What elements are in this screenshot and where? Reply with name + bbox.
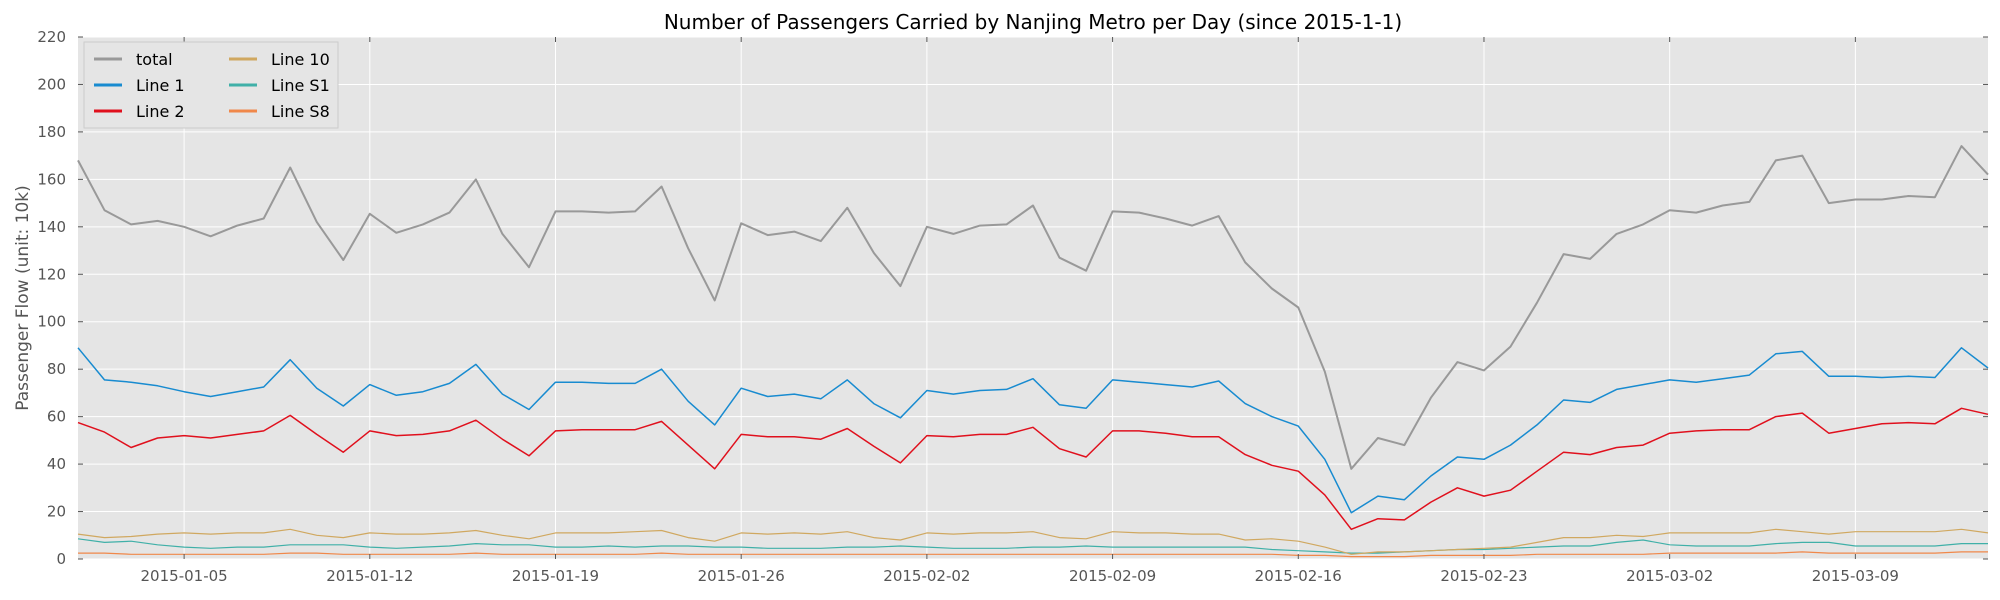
y-tick-label: 20: [47, 503, 66, 521]
legend-label-line-s8: Line S8: [271, 102, 330, 121]
y-tick-label: 0: [56, 550, 66, 568]
y-axis-label: Passenger Flow (unit: 10k): [13, 185, 33, 411]
x-tick-label: 2015-02-23: [1440, 567, 1527, 585]
x-tick-label: 2015-01-12: [326, 567, 413, 585]
series-line-line-2: [77, 407, 1989, 531]
legend-label-total: total: [136, 50, 173, 69]
y-tick-label: 100: [37, 313, 66, 331]
x-tick-label: 2015-03-02: [1626, 567, 1713, 585]
series-line-line-1: [77, 347, 1989, 514]
y-tick-label: 160: [37, 170, 66, 188]
y-axis-ticks: 0 20 40 60 80 100 120 140 160 180 200 220: [37, 28, 1988, 568]
x-tick-label: 2015-03-09: [1812, 567, 1899, 585]
y-tick-label: 80: [47, 360, 66, 378]
x-axis-ticks: 2015-01-05 2015-01-12 2015-01-19 2015-01-26…: [141, 37, 1899, 585]
y-tick-label: 120: [37, 265, 66, 283]
x-tick-label: 2015-01-19: [512, 567, 599, 585]
y-tick-label: 220: [37, 28, 66, 46]
y-tick-label: 180: [37, 123, 66, 141]
y-tick-label: 200: [37, 75, 66, 93]
series-line-line-s1: [77, 538, 1988, 554]
series-line-total: [77, 145, 1989, 470]
series-layer: [77, 145, 1989, 558]
x-tick-label: 2015-02-16: [1255, 567, 1342, 585]
legend-label-line-10: Line 10: [271, 50, 330, 69]
chart-title: Number of Passengers Carried by Nanjing …: [664, 10, 1402, 34]
x-tick-label: 2015-02-02: [883, 567, 970, 585]
x-tick-label: 2015-01-05: [141, 567, 228, 585]
series-line-line-s8: [78, 551, 1988, 558]
legend-box: [83, 41, 339, 129]
x-tick-label: 2015-01-26: [698, 567, 785, 585]
series-line-line-10: [77, 528, 1989, 555]
plot-area: [78, 37, 1988, 559]
legend-label-line-2: Line 2: [136, 102, 185, 121]
legend-label-line-1: Line 1: [136, 76, 185, 95]
grid: [78, 36, 1988, 560]
y-tick-label: 60: [47, 408, 66, 426]
legend-label-line-s1: Line S1: [271, 76, 330, 95]
y-tick-label: 140: [37, 218, 66, 236]
y-tick-label: 40: [47, 455, 66, 473]
x-tick-label: 2015-02-09: [1069, 567, 1156, 585]
legend: total Line 1 Line 2 Line 10 Line S1 Line S8: [83, 41, 339, 129]
